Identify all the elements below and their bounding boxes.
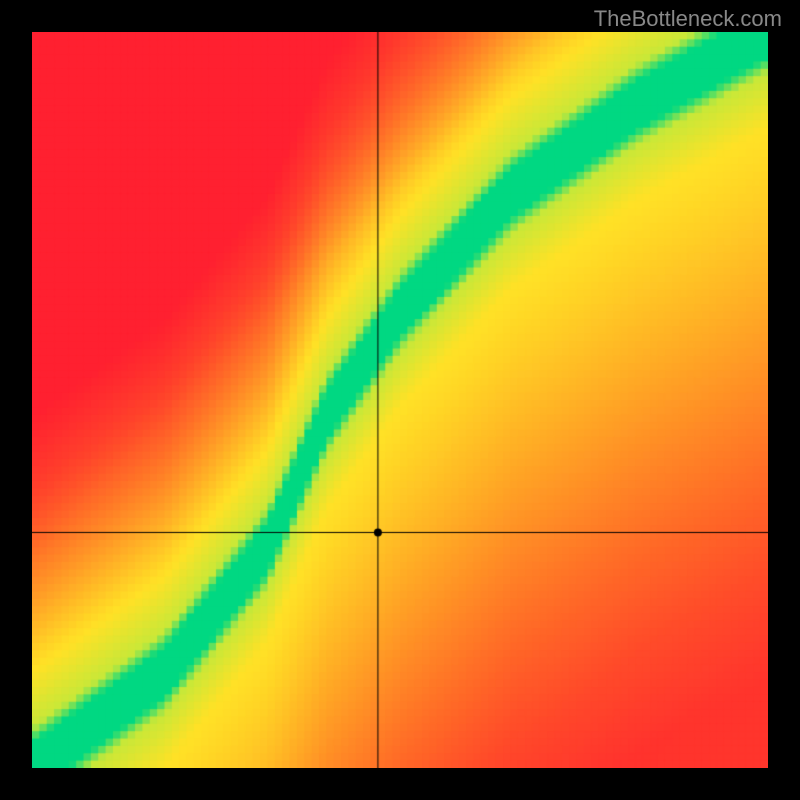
watermark-text: TheBottleneck.com (594, 6, 782, 32)
chart-container: TheBottleneck.com (0, 0, 800, 800)
bottleneck-heatmap (32, 32, 768, 768)
